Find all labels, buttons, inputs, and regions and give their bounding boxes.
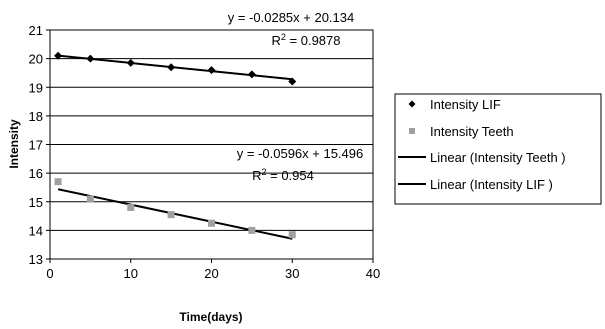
axes bbox=[46, 29, 374, 263]
x-tick-label: 30 bbox=[285, 266, 299, 281]
data-point-diamond bbox=[288, 77, 297, 86]
data-point-diamond bbox=[126, 58, 135, 67]
r-squared-label: R2 = 0.954 bbox=[252, 167, 314, 183]
legend-label: Intensity Teeth bbox=[430, 124, 514, 139]
data-point-square bbox=[127, 203, 135, 211]
data-point-square bbox=[167, 211, 175, 219]
x-axis-title: Time(days) bbox=[179, 310, 242, 324]
data-point-square bbox=[54, 178, 62, 186]
data-point-square bbox=[208, 219, 215, 227]
legend-item: Linear (Intensity LIF ) bbox=[398, 177, 553, 192]
legend-item: Intensity LIF bbox=[408, 97, 501, 112]
legend: Intensity LIF Intensity Teeth Linear (Inte… bbox=[394, 93, 602, 205]
y-tick-label: 14 bbox=[29, 223, 43, 238]
legend-label: Intensity LIF bbox=[430, 97, 501, 112]
y-axis-title: Intensity bbox=[7, 119, 21, 169]
y-tick-label: 20 bbox=[29, 52, 43, 67]
trendline-equation: y = -0.0285x + 20.134 bbox=[228, 10, 354, 25]
data-point-diamond bbox=[207, 66, 216, 75]
y-tick-label: 17 bbox=[29, 138, 43, 153]
legend-box bbox=[394, 93, 602, 205]
y-tick-label: 18 bbox=[29, 109, 43, 124]
y-tick-label: 16 bbox=[29, 166, 43, 181]
legend-item: Intensity Teeth bbox=[409, 124, 514, 139]
y-tick-label: 21 bbox=[29, 23, 43, 38]
data-point-square bbox=[86, 195, 94, 203]
grid-lines bbox=[50, 29, 373, 260]
data-points bbox=[54, 51, 297, 239]
data-point-diamond bbox=[86, 54, 95, 63]
y-tick-label: 13 bbox=[29, 252, 43, 267]
data-point-square bbox=[288, 231, 296, 239]
data-point-square bbox=[248, 226, 256, 234]
legend-swatch-diamond bbox=[408, 100, 416, 108]
y-tick-label: 19 bbox=[29, 80, 43, 95]
legend-label: Linear (Intensity LIF ) bbox=[430, 177, 553, 192]
data-point-diamond bbox=[247, 70, 256, 79]
annotations: y = -0.0596x + 15.496 R2 = 0.954 y = -0.02… bbox=[228, 10, 363, 183]
r-squared-label: R2 = 0.9878 bbox=[272, 32, 341, 48]
x-tick-label: 0 bbox=[46, 266, 53, 281]
x-tick-label: 10 bbox=[124, 266, 138, 281]
y-tick-label: 15 bbox=[29, 195, 43, 210]
x-tick-label: 20 bbox=[204, 266, 218, 281]
tick-labels: 13 14 15 16 17 18 19 20 21 0 10 20 30 40 bbox=[29, 23, 381, 281]
x-tick-label: 40 bbox=[366, 266, 380, 281]
legend-item: Linear (Intensity Teeth ) bbox=[398, 150, 566, 165]
trendline-equation: y = -0.0596x + 15.496 bbox=[237, 146, 363, 161]
legend-swatch-square bbox=[409, 128, 415, 134]
legend-label: Linear (Intensity Teeth ) bbox=[430, 150, 566, 165]
data-point-diamond bbox=[167, 63, 176, 72]
data-point-diamond bbox=[54, 51, 63, 60]
